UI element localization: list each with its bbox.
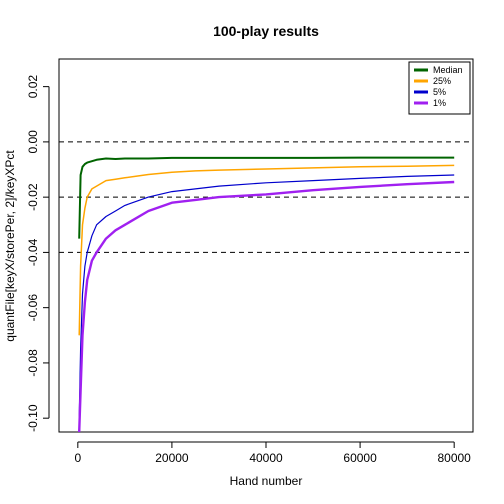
x-tick-label-1: 20000 xyxy=(155,451,189,465)
plot-frame xyxy=(58,58,474,433)
y-tick-label-1: -0.08 xyxy=(26,349,40,377)
series-line-5pct xyxy=(78,174,455,419)
y-axis-label: quantFile[keyX/storePer, 2]/keyXPct xyxy=(3,150,17,342)
y-tick-label-3: -0.04 xyxy=(26,238,40,266)
x-tick-label-3: 60000 xyxy=(343,451,377,465)
legend-label-0: Median xyxy=(433,65,463,75)
y-tick-label-4: -0.02 xyxy=(26,183,40,211)
y-tick-label-5: 0.00 xyxy=(26,130,40,154)
y-tick-label-0: -0.10 xyxy=(26,404,40,432)
chart-title: 100-play results xyxy=(213,23,319,39)
legend-label-1: 25% xyxy=(433,76,451,86)
y-tick-label-6: 0.02 xyxy=(26,75,40,99)
x-tick-label-4: 80000 xyxy=(437,451,471,465)
x-tick-label-0: 0 xyxy=(74,451,81,465)
legend-label-3: 1% xyxy=(433,98,446,108)
series-line-1pct xyxy=(78,180,455,432)
y-tick-label-2: -0.06 xyxy=(26,294,40,322)
plot-layer: 0 20000 40000 60000 80000 -0.10 -0.08 -0.06 -0.0… xyxy=(26,58,474,465)
series-line-25pct xyxy=(78,164,455,336)
legend-label-2: 5% xyxy=(433,87,446,97)
x-axis-label: Hand number xyxy=(230,474,303,488)
x-tick-label-2: 40000 xyxy=(249,451,283,465)
series-line-median xyxy=(78,156,455,239)
